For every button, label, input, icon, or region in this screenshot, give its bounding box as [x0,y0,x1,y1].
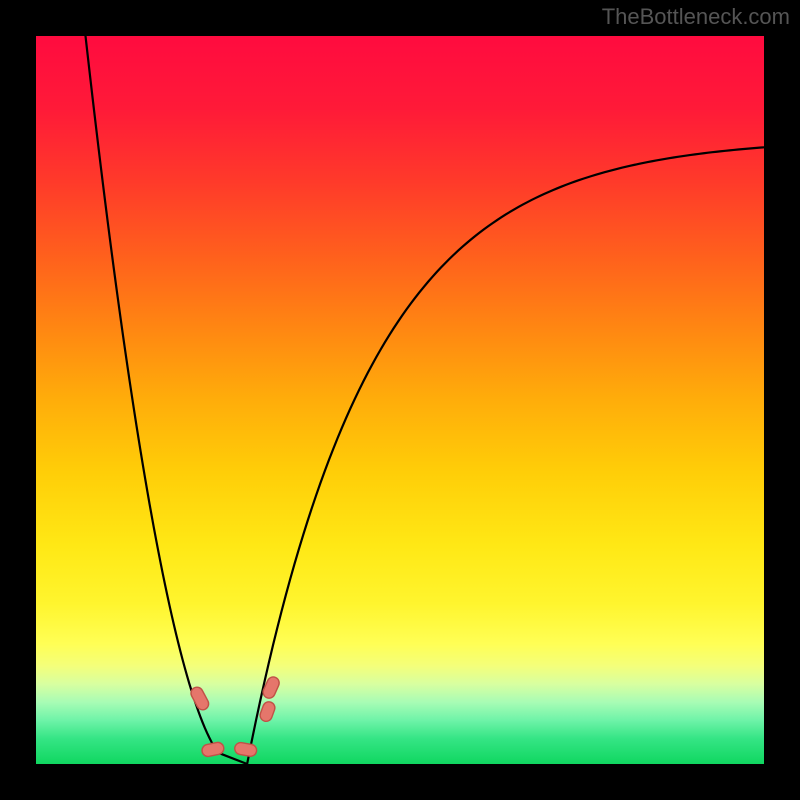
plot-background [36,36,764,764]
bottleneck-chart [0,0,800,800]
watermark-text: TheBottleneck.com [602,4,790,30]
chart-stage: TheBottleneck.com [0,0,800,800]
